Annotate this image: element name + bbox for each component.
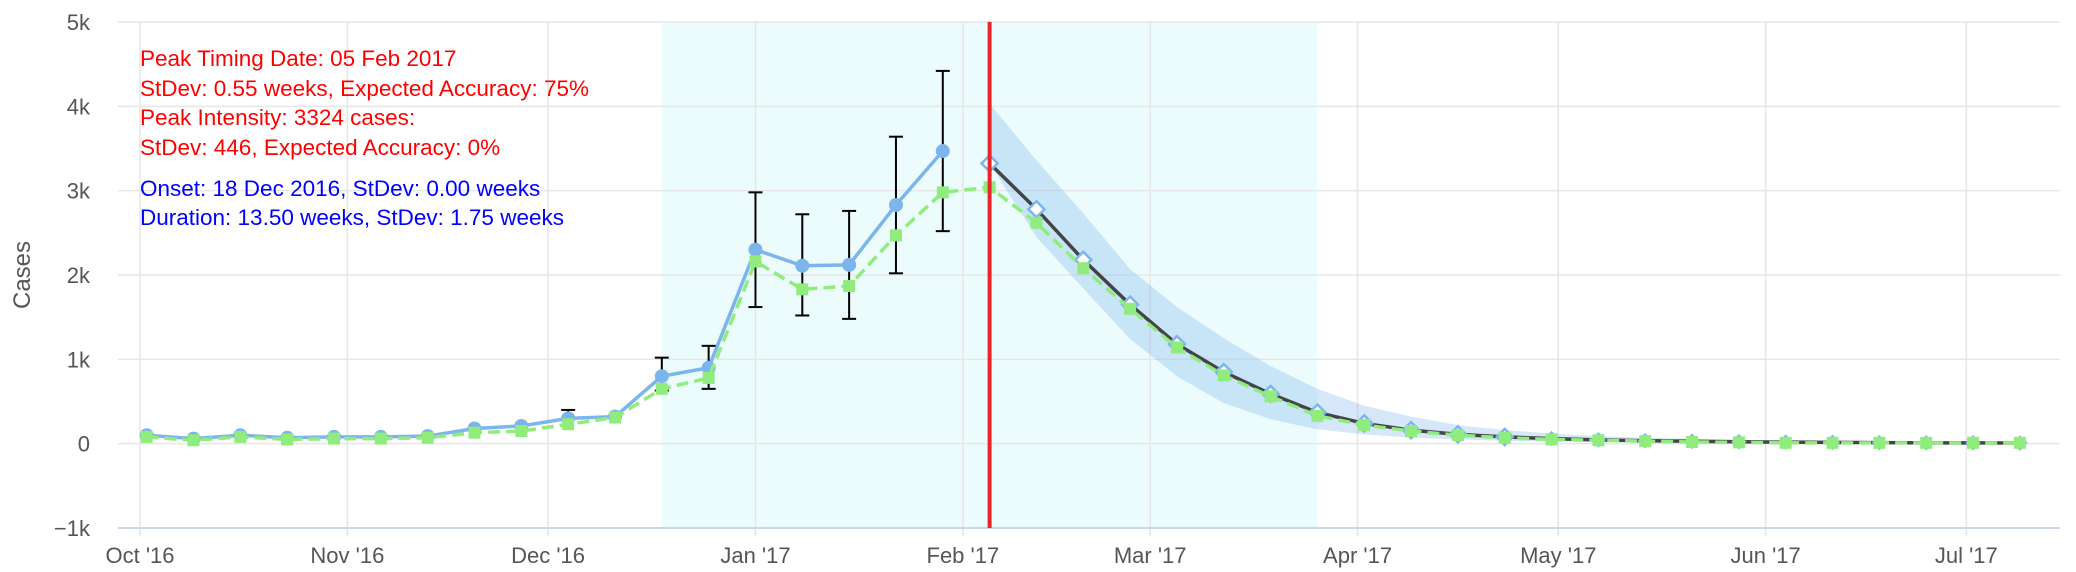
model-point	[1030, 216, 1043, 229]
model-point	[1826, 436, 1839, 449]
y-tick-label: 1k	[67, 347, 91, 372]
model-point	[421, 431, 434, 444]
model-point	[843, 279, 856, 292]
x-tick-label: Apr '17	[1323, 543, 1392, 568]
model-point	[1779, 436, 1792, 449]
model-point	[608, 411, 621, 424]
model-point	[1405, 425, 1418, 438]
model-point	[889, 229, 902, 242]
y-tick-label: 5k	[67, 10, 91, 35]
y-axis-title: Cases	[9, 241, 36, 309]
model-point	[655, 382, 668, 395]
model-point	[1545, 433, 1558, 446]
model-point	[1639, 435, 1652, 448]
model-point	[749, 255, 762, 268]
model-point	[1217, 369, 1230, 382]
axis-labels: −1k 0 1k 2k 3k 4k 5k Oct '16 Nov '16 Dec '16 Jan '…	[9, 10, 1998, 568]
annotation-peak-timing: Peak Timing Date: 05 Feb 2017	[140, 46, 456, 71]
model-point	[1264, 390, 1277, 403]
model-point	[702, 371, 715, 384]
model-point	[515, 425, 528, 438]
model-point	[1967, 436, 1980, 449]
model-point	[140, 430, 153, 443]
model-point	[1732, 436, 1745, 449]
observed-point	[935, 144, 950, 159]
x-tick-label: Jan '17	[720, 543, 790, 568]
x-tick-label: Mar '17	[1114, 543, 1187, 568]
model-point	[1358, 419, 1371, 432]
observed-point	[795, 258, 810, 273]
annotation-onset: Onset: 18 Dec 2016, StDev: 0.00 weeks	[140, 176, 540, 201]
annotation-duration: Duration: 13.50 weeks, StDev: 1.75 weeks	[140, 205, 564, 230]
model-point	[1124, 302, 1137, 315]
x-tick-label: May '17	[1520, 543, 1596, 568]
annotation-peak-intensity: Peak Intensity: 3324 cases:	[140, 105, 415, 130]
model-point	[562, 418, 575, 431]
model-point	[234, 430, 247, 443]
model-point	[2013, 436, 2026, 449]
x-tick-label: Nov '16	[310, 543, 384, 568]
x-tick-label: Jun '17	[1731, 543, 1801, 568]
model-point	[1077, 262, 1090, 275]
model-point	[1498, 431, 1511, 444]
model-point	[1873, 436, 1886, 449]
model-point	[1170, 341, 1183, 354]
model-point	[281, 433, 294, 446]
x-tick-label: Dec '16	[511, 543, 585, 568]
model-point	[1311, 409, 1324, 422]
forecast-confidence-band	[989, 103, 2020, 444]
y-tick-label: −1k	[54, 516, 91, 541]
y-tick-label: 4k	[67, 94, 91, 119]
model-point	[187, 434, 200, 447]
x-tick-label: Feb '17	[927, 543, 1000, 568]
observed-point	[748, 242, 763, 257]
model-point	[936, 186, 949, 199]
model-point	[328, 432, 341, 445]
y-tick-label: 0	[78, 432, 90, 457]
annotation-peak-intensity-stdev: StDev: 446, Expected Accuracy: 0%	[140, 135, 500, 160]
observed-point	[888, 198, 903, 213]
model-point	[1592, 434, 1605, 447]
x-tick-label: Oct '16	[105, 543, 174, 568]
y-tick-label: 2k	[67, 263, 91, 288]
observed-point	[842, 257, 857, 272]
y-tick-label: 3k	[67, 179, 91, 204]
model-point	[1920, 436, 1933, 449]
model-point	[1686, 435, 1699, 448]
data-series	[139, 69, 2028, 451]
annotation-block: Peak Timing Date: 05 Feb 2017 StDev: 0.5…	[140, 46, 589, 230]
model-point	[468, 426, 481, 439]
model-point	[1451, 429, 1464, 442]
observed-point	[654, 369, 669, 384]
x-tick-label: Jul '17	[1935, 543, 1998, 568]
model-point	[796, 283, 809, 296]
model-point	[374, 432, 387, 445]
annotation-peak-timing-stdev: StDev: 0.55 weeks, Expected Accuracy: 75…	[140, 76, 589, 101]
